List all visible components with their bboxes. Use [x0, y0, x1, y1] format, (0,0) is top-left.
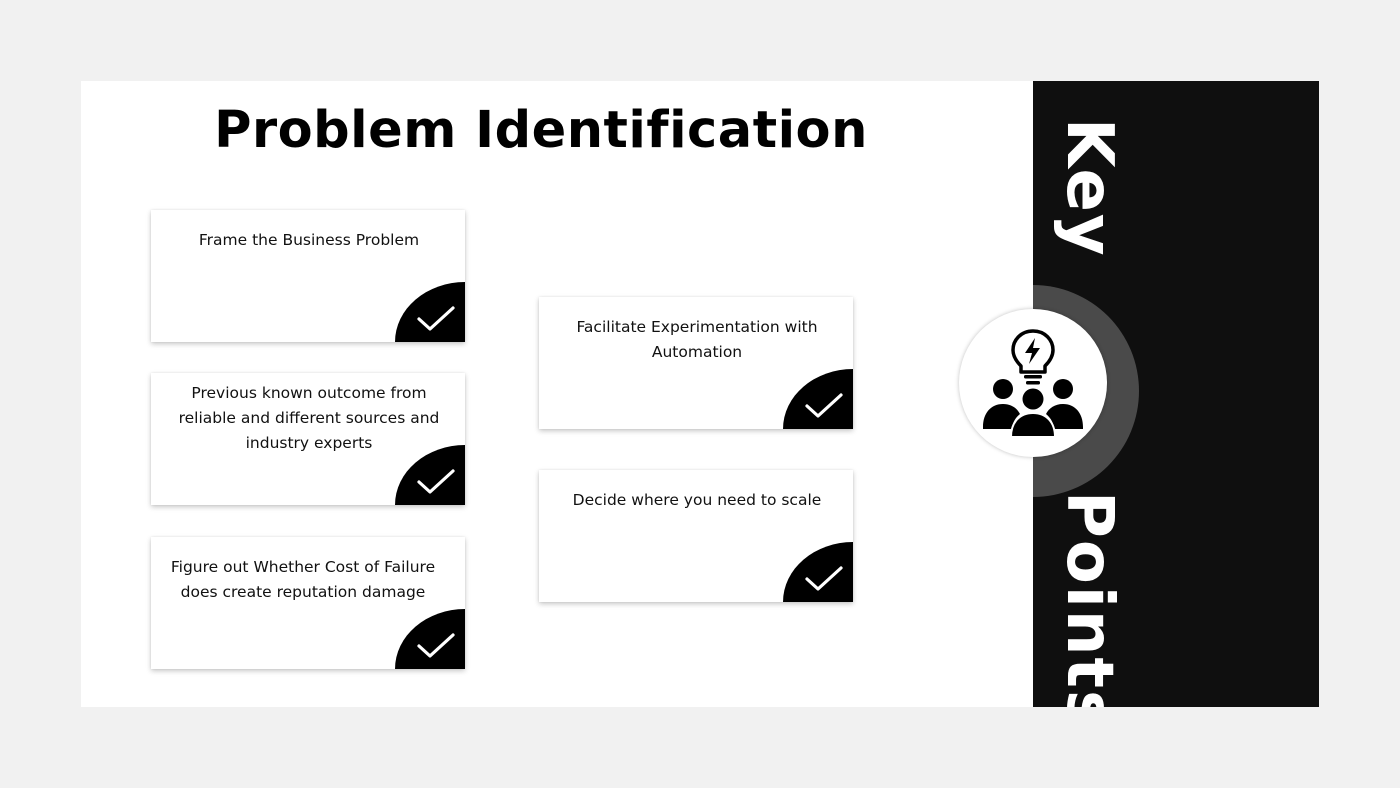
card-text: Facilitate Experimentation with Automati…	[576, 318, 818, 361]
team-idea-icon	[983, 329, 1083, 437]
card-experimentation: Facilitate Experimentation with Automati…	[539, 297, 853, 429]
side-label-points: Points	[1052, 491, 1126, 707]
card-text: Frame the Business Problem	[198, 231, 420, 249]
checkmark-icon	[417, 306, 455, 331]
check-badge	[783, 542, 853, 602]
card-cost-of-failure: Figure out Whether Cost of Failure does …	[151, 537, 465, 669]
card-frame-problem: Frame the Business Problem	[151, 210, 465, 342]
card-scale: Decide where you need to scale	[539, 470, 853, 602]
card-previous-outcome: Previous known outcome from reliable and…	[151, 373, 465, 505]
page-title: Problem Identification	[214, 101, 868, 160]
check-badge	[395, 282, 465, 342]
card-text: Decide where you need to scale	[572, 491, 822, 509]
check-badge	[783, 369, 853, 429]
checkmark-icon	[805, 393, 843, 418]
checkmark-icon	[417, 469, 455, 494]
checkmark-icon	[417, 633, 455, 658]
card-text: Previous known outcome from reliable and…	[178, 384, 440, 452]
slide: Problem Identification Frame the Busines…	[81, 81, 1319, 707]
card-text: Figure out Whether Cost of Failure does …	[170, 558, 436, 601]
center-icon-circle	[959, 309, 1107, 457]
side-label-key: Key	[1052, 118, 1126, 258]
check-badge	[395, 609, 465, 669]
checkmark-icon	[805, 566, 843, 591]
